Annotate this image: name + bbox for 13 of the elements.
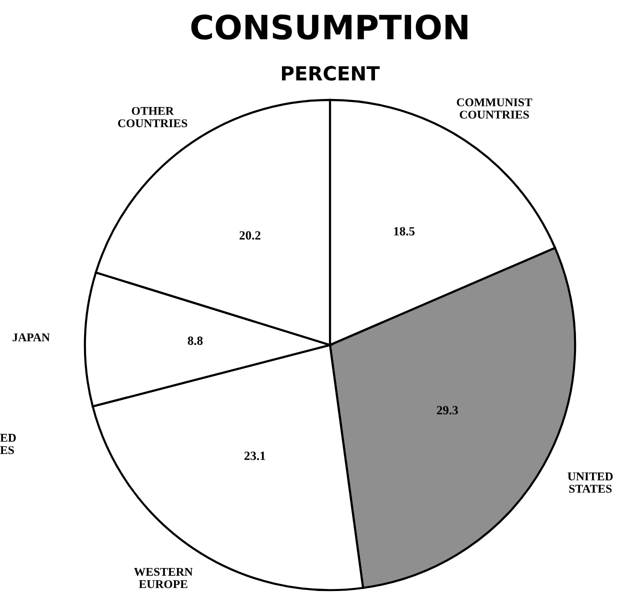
data-label: 29.3: [436, 406, 458, 414]
slice-label: WESTERN EUROPE: [134, 568, 193, 588]
data-label: 20.2: [240, 231, 260, 240]
data-label: 8.8: [188, 336, 203, 346]
text: ED ES: [0, 434, 16, 454]
chart-subtitle: PERCENT: [282, 66, 380, 81]
chart-title: CONSUMPTION: [191, 14, 468, 40]
slice-label: JAPAN: [12, 333, 50, 342]
slice-label: COMMUNIST COUNTRIES: [456, 98, 532, 119]
data-label: 23.1: [244, 452, 266, 460]
data-label: 18.5: [394, 227, 415, 236]
slice-label: UNITED STATES: [568, 472, 613, 493]
slice-label: OTHER COUNTRIES: [118, 106, 188, 128]
